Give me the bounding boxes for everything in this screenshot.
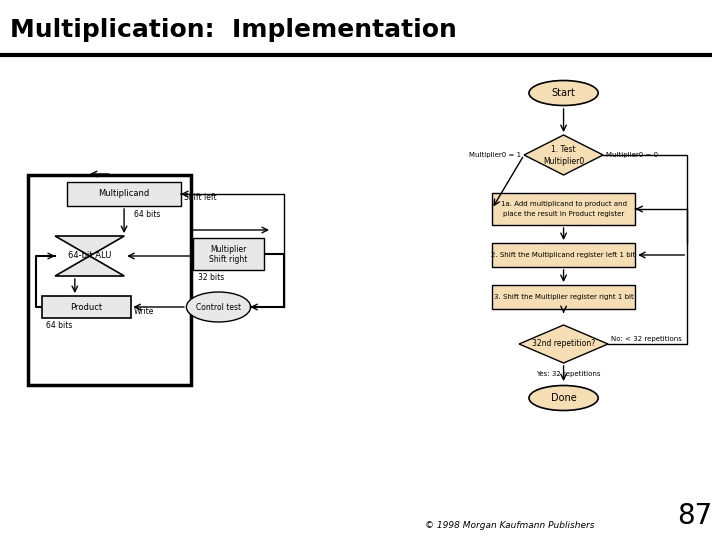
Text: © 1998 Morgan Kaufmann Publishers: © 1998 Morgan Kaufmann Publishers	[425, 521, 595, 530]
Bar	[67, 182, 181, 206]
Bar	[193, 238, 264, 270]
Text: 64 bits: 64 bits	[134, 210, 161, 219]
Ellipse shape	[529, 80, 598, 105]
Text: Control test: Control test	[196, 302, 241, 312]
Text: 1a. Add multiplicand to product and: 1a. Add multiplicand to product and	[500, 201, 626, 207]
Bar	[492, 285, 635, 309]
Text: Done: Done	[551, 393, 577, 403]
Text: 1. Test: 1. Test	[552, 145, 576, 154]
Text: Shift left: Shift left	[184, 193, 217, 202]
Text: Start: Start	[552, 88, 575, 98]
Ellipse shape	[529, 386, 598, 410]
Ellipse shape	[186, 292, 251, 322]
Text: 32nd repetition?: 32nd repetition?	[532, 340, 595, 348]
Text: Multiplication:  Implementation: Multiplication: Implementation	[10, 18, 456, 42]
Bar	[42, 296, 130, 318]
Polygon shape	[55, 256, 125, 276]
Text: place the result in Product register: place the result in Product register	[503, 211, 624, 217]
Bar	[492, 193, 635, 225]
Text: Product: Product	[70, 302, 102, 312]
Text: 2. Shift the Multiplicand register left 1 bit: 2. Shift the Multiplicand register left …	[491, 252, 636, 258]
Text: No: < 32 repetitions: No: < 32 repetitions	[611, 336, 682, 342]
Polygon shape	[519, 325, 608, 363]
Text: Multiplier0: Multiplier0	[543, 158, 584, 166]
Text: 64-bit ALU: 64-bit ALU	[68, 252, 112, 260]
Polygon shape	[55, 236, 125, 256]
Text: 3. Shift the Multiplier register right 1 bit: 3. Shift the Multiplier register right 1…	[494, 294, 634, 300]
Text: Multiplier0 = 0: Multiplier0 = 0	[606, 152, 658, 158]
Text: 64 bits: 64 bits	[47, 321, 73, 330]
Text: Yes: 32 repetitions: Yes: 32 repetitions	[536, 371, 600, 377]
Text: 87: 87	[678, 502, 713, 530]
Text: Multiplicand: Multiplicand	[99, 190, 150, 199]
Text: Multiplier0 = 1: Multiplier0 = 1	[469, 152, 521, 158]
Text: Multiplier: Multiplier	[210, 245, 246, 253]
Text: 32 bits: 32 bits	[198, 273, 224, 282]
Bar	[492, 243, 635, 267]
Text: Shift right: Shift right	[210, 254, 248, 264]
Bar	[27, 175, 191, 385]
Text: Write: Write	[133, 307, 154, 315]
Polygon shape	[524, 135, 603, 175]
